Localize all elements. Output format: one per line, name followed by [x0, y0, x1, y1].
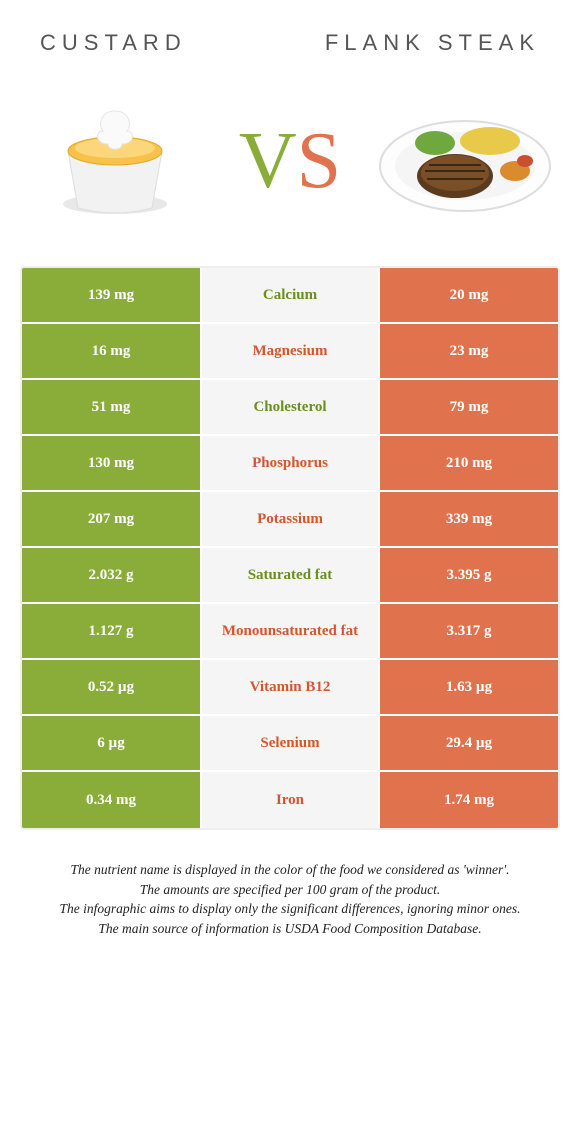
table-row: 130 mgPhosphorus210 mg	[22, 436, 558, 492]
titles-row: Custard Flank steak	[20, 20, 560, 76]
value-right: 1.74 mg	[378, 772, 558, 828]
vs-label: VS	[239, 116, 341, 207]
value-left: 51 mg	[22, 380, 202, 434]
nutrient-name: Selenium	[202, 716, 378, 770]
nutrient-name: Calcium	[202, 268, 378, 322]
footer-line-1: The nutrient name is displayed in the co…	[30, 860, 550, 880]
value-right: 29.4 µg	[378, 716, 558, 770]
value-right: 20 mg	[378, 268, 558, 322]
food1-title: Custard	[40, 30, 187, 56]
nutrient-name: Magnesium	[202, 324, 378, 378]
value-right: 3.395 g	[378, 548, 558, 602]
table-row: 1.127 gMonounsaturated fat3.317 g	[22, 604, 558, 660]
value-left: 130 mg	[22, 436, 202, 490]
table-row: 6 µgSelenium29.4 µg	[22, 716, 558, 772]
comparison-table: 139 mgCalcium20 mg16 mgMagnesium23 mg51 …	[20, 266, 560, 830]
value-left: 16 mg	[22, 324, 202, 378]
value-left: 207 mg	[22, 492, 202, 546]
value-right: 23 mg	[378, 324, 558, 378]
nutrient-name: Vitamin B12	[202, 660, 378, 714]
value-right: 79 mg	[378, 380, 558, 434]
nutrient-name: Cholesterol	[202, 380, 378, 434]
food2-image	[370, 86, 560, 236]
value-right: 1.63 µg	[378, 660, 558, 714]
value-left: 139 mg	[22, 268, 202, 322]
footer-line-2: The amounts are specified per 100 gram o…	[30, 880, 550, 900]
table-row: 51 mgCholesterol79 mg	[22, 380, 558, 436]
table-row: 0.34 mgIron1.74 mg	[22, 772, 558, 828]
value-left: 1.127 g	[22, 604, 202, 658]
table-row: 16 mgMagnesium23 mg	[22, 324, 558, 380]
table-row: 139 mgCalcium20 mg	[22, 268, 558, 324]
value-right: 3.317 g	[378, 604, 558, 658]
nutrient-name: Iron	[202, 772, 378, 828]
table-row: 2.032 gSaturated fat3.395 g	[22, 548, 558, 604]
hero-row: VS	[20, 76, 560, 266]
value-left: 2.032 g	[22, 548, 202, 602]
value-left: 0.34 mg	[22, 772, 202, 828]
value-left: 6 µg	[22, 716, 202, 770]
infographic-container: Custard Flank steak VS	[0, 0, 580, 958]
value-left: 0.52 µg	[22, 660, 202, 714]
table-row: 207 mgPotassium339 mg	[22, 492, 558, 548]
table-row: 0.52 µgVitamin B121.63 µg	[22, 660, 558, 716]
footer-notes: The nutrient name is displayed in the co…	[20, 830, 560, 948]
nutrient-name: Phosphorus	[202, 436, 378, 490]
footer-line-3: The infographic aims to display only the…	[30, 899, 550, 919]
vs-v: V	[239, 117, 297, 205]
nutrient-name: Saturated fat	[202, 548, 378, 602]
vs-s: S	[297, 117, 342, 205]
custard-icon	[40, 96, 190, 226]
nutrient-name: Potassium	[202, 492, 378, 546]
nutrient-name: Monounsaturated fat	[202, 604, 378, 658]
value-right: 339 mg	[378, 492, 558, 546]
steak-icon	[375, 101, 555, 221]
food2-title: Flank steak	[325, 30, 540, 56]
food1-image	[20, 86, 210, 236]
value-right: 210 mg	[378, 436, 558, 490]
footer-line-4: The main source of information is USDA F…	[30, 919, 550, 939]
